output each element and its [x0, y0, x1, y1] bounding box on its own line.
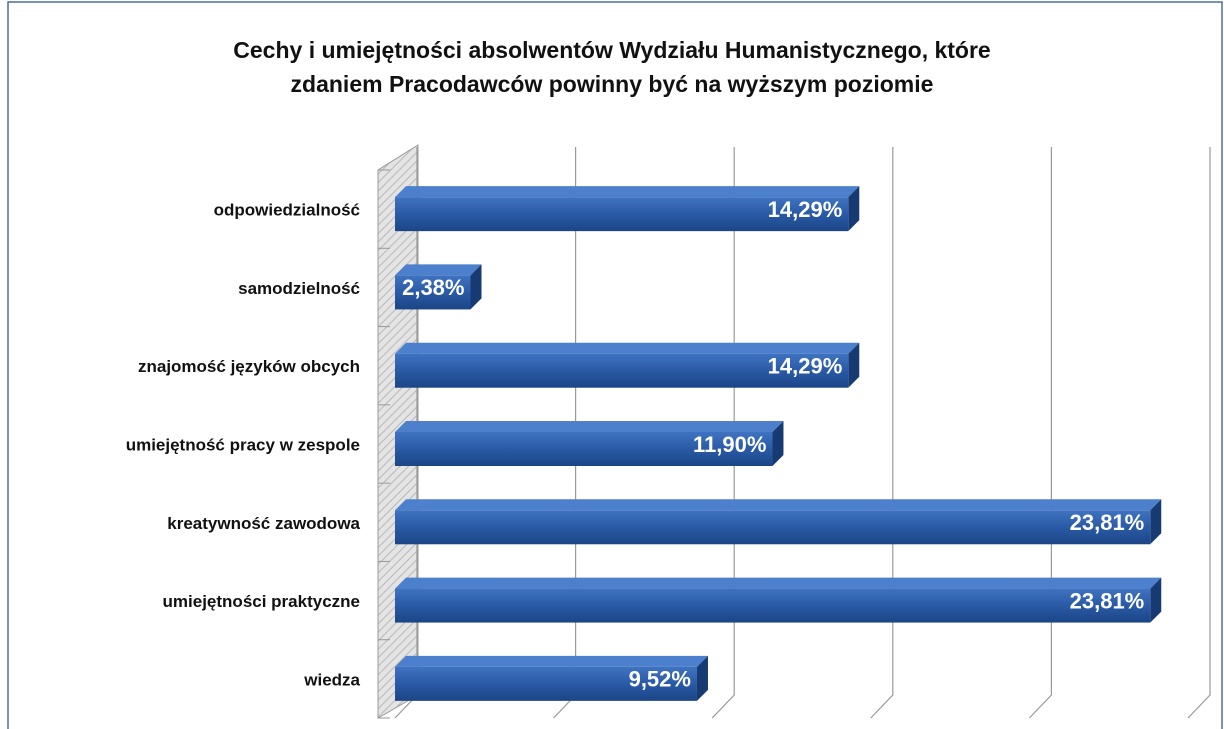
bar-top — [395, 186, 860, 198]
bar — [395, 186, 860, 232]
category-label: samodzielność — [238, 279, 360, 298]
bar — [395, 421, 784, 466]
category-label: umiejętność pracy w zespole — [126, 435, 360, 454]
bar-end — [470, 264, 482, 310]
value-label: 23,81% — [1070, 588, 1145, 613]
bar — [395, 342, 860, 388]
grid-line — [711, 147, 735, 719]
bar-end — [1150, 499, 1162, 545]
bar-top — [395, 499, 1162, 511]
grid-line — [1187, 147, 1211, 719]
value-label: 11,90% — [693, 432, 766, 457]
bar-front — [395, 432, 773, 466]
value-label: 9,52% — [629, 667, 691, 692]
bar-top — [395, 655, 708, 667]
bar-top — [395, 342, 860, 354]
category-label: wiedza — [303, 670, 360, 689]
bar-front — [395, 666, 697, 701]
grid-line — [1028, 147, 1052, 719]
bar-front — [395, 353, 849, 388]
bar-end — [696, 655, 708, 701]
bar-end — [772, 421, 784, 466]
bar-top — [395, 421, 784, 432]
bar — [395, 577, 1162, 623]
bar — [395, 499, 1162, 545]
chart-title: zdaniem Pracodawców powinny być na wyższ… — [291, 71, 934, 97]
bar-end — [1150, 577, 1162, 623]
value-label: 2,38% — [402, 275, 464, 300]
bar-top — [395, 577, 1162, 589]
bar-end — [848, 342, 860, 388]
bar — [395, 655, 708, 701]
bar-top — [395, 264, 482, 276]
value-label: 14,29% — [768, 197, 843, 222]
chart-title: Cechy i umiejętności absolwentów Wydział… — [233, 37, 990, 63]
bar-end — [848, 186, 860, 232]
bar-front — [395, 197, 849, 232]
bar-front — [395, 588, 1151, 623]
value-label: 14,29% — [768, 354, 843, 379]
category-label: kreatywność zawodowa — [167, 514, 360, 533]
bar-front — [395, 275, 471, 310]
grid-line — [870, 147, 894, 719]
bar-front — [395, 510, 1151, 545]
category-label: znajomość języków obcych — [138, 357, 360, 376]
value-label: 23,81% — [1070, 510, 1145, 535]
category-label: umiejętności praktyczne — [163, 592, 360, 611]
bar — [395, 264, 482, 310]
category-label: odpowiedzialność — [214, 201, 360, 220]
